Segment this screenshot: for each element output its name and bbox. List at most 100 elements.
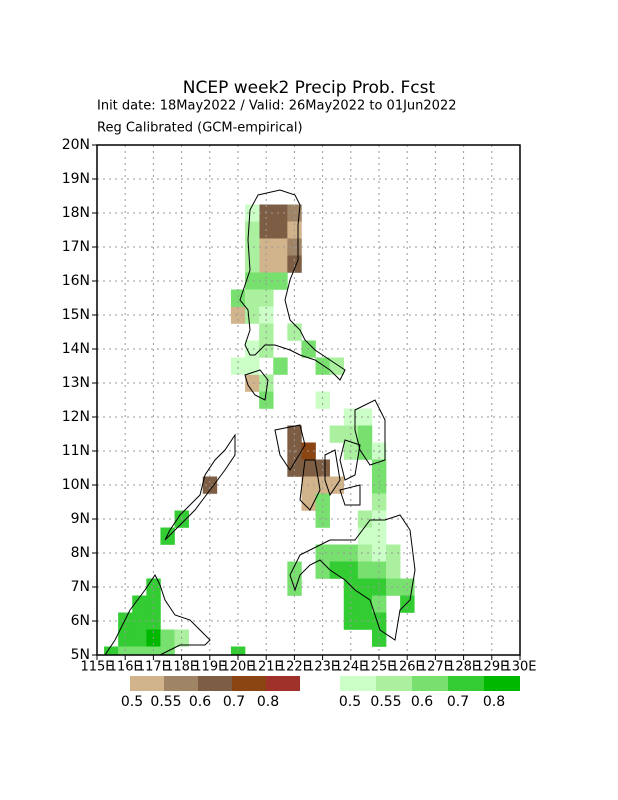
prob-cell	[357, 527, 373, 545]
legend-label: 0.6	[189, 694, 211, 710]
prob-cell	[357, 544, 373, 562]
legend-swatch	[448, 676, 484, 691]
x-tick-label: 115E	[80, 660, 113, 675]
y-tick-label: 9N	[71, 511, 90, 527]
prob-cell	[287, 255, 302, 273]
prob-cell	[371, 493, 387, 511]
y-tick-label: 12N	[62, 409, 90, 425]
prob-cell	[315, 493, 330, 511]
prob-cell	[357, 578, 373, 596]
prob-cell	[357, 561, 373, 579]
coastline	[104, 189, 416, 655]
prob-cell	[315, 476, 330, 494]
prob-cell	[315, 357, 330, 375]
coast-palawan	[164, 433, 236, 541]
legend-swatch	[198, 676, 232, 691]
y-tick-label: 20N	[62, 137, 90, 153]
plot-frame	[96, 144, 521, 656]
prob-cell	[386, 561, 401, 579]
prob-cell	[160, 527, 175, 545]
prob-cell	[259, 255, 274, 273]
y-tick-label: 5N	[71, 647, 90, 663]
prob-cell	[301, 459, 316, 477]
y-tick-label: 6N	[71, 613, 90, 629]
coast-cebu	[324, 449, 341, 497]
prob-cell	[202, 476, 218, 494]
prob-cell	[245, 255, 260, 273]
prob-cell	[273, 255, 288, 273]
y-tick-label: 14N	[62, 341, 90, 357]
prob-cell	[273, 238, 288, 256]
y-tick-label: 7N	[71, 579, 90, 595]
prob-cell	[132, 595, 147, 613]
prob-cell	[315, 561, 330, 579]
x-tick-label: 117E	[137, 660, 170, 675]
prob-cell	[245, 204, 260, 222]
legend-swatch	[412, 676, 448, 691]
grid-layer: 115E116E117E118E119E120E121E122E123E124E…	[62, 137, 537, 675]
prob-cell	[315, 510, 330, 528]
prob-cell	[287, 459, 302, 477]
x-tick-label: 125E	[362, 660, 395, 675]
legend-swatch	[164, 676, 198, 691]
prob-cell	[400, 595, 415, 613]
prob-cell	[315, 391, 330, 409]
legend-label: 0.8	[483, 694, 505, 710]
prob-cell	[273, 357, 288, 375]
prob-cell	[146, 595, 161, 613]
y-tick-label: 8N	[71, 545, 90, 561]
legend-swatch	[266, 676, 300, 691]
prob-cell	[371, 459, 387, 477]
legend-label: 0.6	[411, 694, 433, 710]
prob-cell	[104, 646, 119, 655]
prob-cell	[357, 442, 373, 460]
prob-cell	[371, 595, 387, 613]
prob-cell	[146, 612, 161, 630]
prob-cell	[160, 629, 175, 647]
legend-label: 0.7	[223, 694, 245, 710]
x-tick-label: 120E	[221, 660, 254, 675]
prob-cell	[357, 425, 373, 443]
prob-cell	[315, 459, 330, 477]
prob-cell	[357, 408, 373, 426]
y-tick-label: 10N	[62, 477, 90, 493]
prob-cell	[357, 510, 373, 528]
coast-negros	[299, 459, 321, 511]
legend-label: 0.55	[150, 694, 181, 710]
legend-swatch	[484, 676, 520, 691]
legend-swatch	[130, 676, 164, 691]
prob-cell	[230, 306, 246, 324]
cells-layer	[104, 204, 415, 655]
x-tick-label: 121E	[250, 660, 283, 675]
coast-samar	[354, 399, 386, 466]
prob-cell	[273, 204, 288, 222]
prob-cell	[357, 612, 373, 630]
x-tick-label: 127E	[419, 660, 452, 675]
x-tick-label: 130E	[503, 660, 536, 675]
prob-cell	[343, 561, 359, 579]
prob-cell	[343, 595, 359, 613]
coast-mindanao	[289, 514, 416, 641]
coast-bohol	[339, 484, 361, 506]
prob-cell	[245, 357, 260, 375]
x-tick-label: 116E	[109, 660, 142, 675]
y-tick-label: 15N	[62, 307, 90, 323]
prob-cell	[230, 357, 246, 375]
prob-cell	[287, 204, 302, 222]
prob-cell	[273, 272, 288, 290]
legend-label: 0.55	[370, 694, 401, 710]
prob-cell	[245, 374, 260, 392]
y-tick-label: 19N	[62, 171, 90, 187]
prob-cell	[357, 595, 373, 613]
legend-swatch	[232, 676, 266, 691]
map-note: Reg Calibrated (GCM-empirical)	[97, 121, 303, 136]
legend-label: 0.8	[257, 694, 279, 710]
coast-leyte	[339, 439, 361, 481]
prob-cell	[329, 561, 345, 579]
legend-swatch	[376, 676, 412, 691]
prob-cell	[245, 272, 260, 290]
x-tick-label: 118E	[165, 660, 198, 675]
coast-panay	[274, 424, 306, 471]
